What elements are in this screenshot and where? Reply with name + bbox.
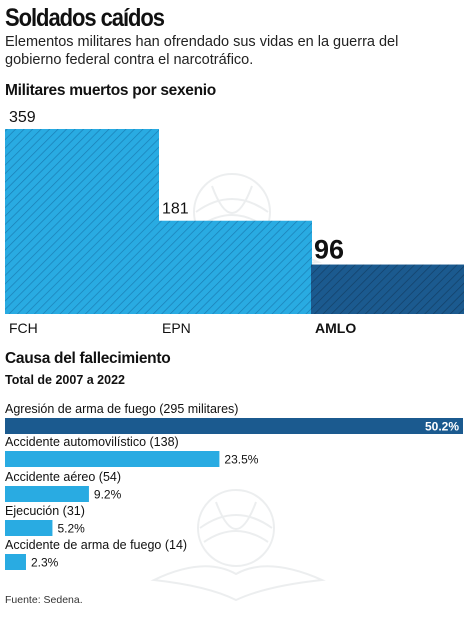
value-label-epn: 181	[162, 201, 189, 218]
bar-epn	[158, 220, 312, 314]
chart2-title: Causa del fallecimiento	[5, 350, 171, 367]
page-subtitle: Elementos militares han ofrendado sus vi…	[5, 34, 399, 68]
cause-value-4: 2.3%	[31, 556, 59, 570]
value-label-amlo: 96	[314, 235, 344, 265]
sexenio-bar-chart: 359 FCH 181 EPN 96 AMLO	[5, 109, 464, 336]
page-title: Soldados caídos	[5, 4, 165, 32]
category-label-epn: EPN	[162, 320, 191, 336]
value-label-fch: 359	[9, 109, 36, 126]
chart2-subtitle: Total de 2007 a 2022	[5, 373, 125, 387]
source-note: Fuente: Sedena.	[5, 594, 83, 606]
cause-value-0: 50.2%	[425, 420, 459, 434]
cause-bar-0	[5, 418, 463, 434]
cause-label-1: Accidente automovilístico (138)	[5, 435, 179, 449]
cause-value-2: 9.2%	[94, 488, 122, 502]
bar-amlo	[311, 264, 464, 314]
category-label-amlo: AMLO	[315, 320, 356, 336]
cause-value-1: 23.5%	[224, 453, 258, 467]
bar-fch	[5, 129, 159, 314]
category-label-fch: FCH	[9, 320, 38, 336]
cause-label-3: Ejecución (31)	[5, 504, 85, 518]
cause-label-2: Accidente aéreo (54)	[5, 470, 121, 484]
cause-bar-2	[5, 486, 89, 502]
cause-value-3: 5.2%	[57, 522, 85, 536]
cause-bar-1	[5, 451, 220, 467]
cause-bar-3	[5, 520, 53, 536]
cause-label-4: Accidente de arma de fuego (14)	[5, 538, 187, 552]
cause-label-0: Agresión de arma de fuego (295 militares…	[5, 402, 238, 416]
chart1-title: Militares muertos por sexenio	[5, 82, 216, 99]
cause-bar-4	[5, 554, 26, 570]
